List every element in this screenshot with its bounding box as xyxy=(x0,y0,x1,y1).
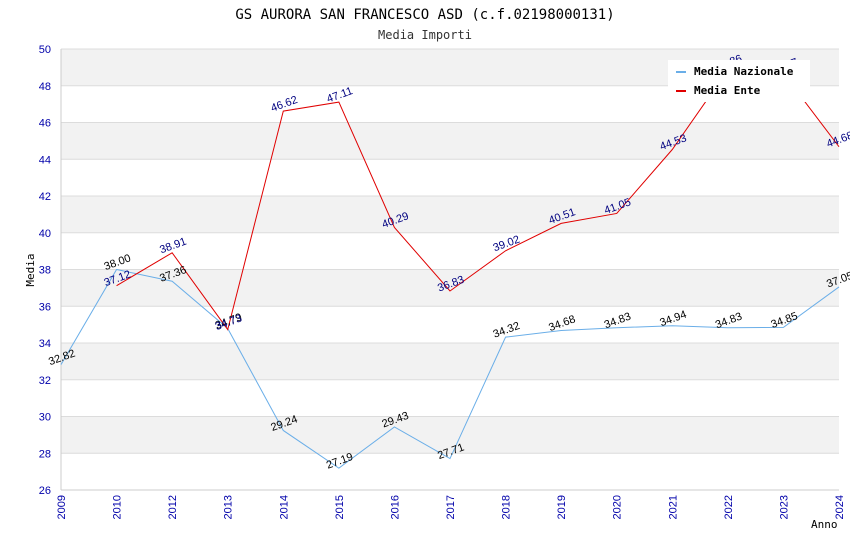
y-tick-label: 28 xyxy=(39,448,51,460)
grid-band xyxy=(61,159,839,196)
x-tick-label: 2023 xyxy=(778,495,790,519)
series-line xyxy=(60,268,840,469)
grid-band xyxy=(61,453,839,490)
y-tick-label: 42 xyxy=(39,191,51,203)
x-tick-label: 2010 xyxy=(112,495,124,519)
grid-band xyxy=(61,122,839,160)
x-tick-label: 2016 xyxy=(389,495,401,519)
legend: Media Nazionale Media Ente xyxy=(668,60,810,102)
x-tick-label: 2013 xyxy=(223,495,235,519)
grid-band xyxy=(61,343,839,380)
x-tick-label: 2012 xyxy=(167,495,179,519)
x-tick-label: 2024 xyxy=(834,495,846,519)
chart-title: GS AURORA SAN FRANCESCO ASD (c.f.0219800… xyxy=(235,7,614,23)
grid-band xyxy=(61,269,839,307)
x-axis-ticks: 2009 2010 2012 2013 2014 2015 2016 2017 2018 2019… xyxy=(56,495,846,519)
legend-box xyxy=(668,60,810,102)
x-tick-label: 2015 xyxy=(334,495,346,519)
grid-band xyxy=(61,232,839,270)
y-tick-label: 44 xyxy=(39,154,51,166)
x-tick-label: 2018 xyxy=(501,495,513,519)
y-tick-label: 38 xyxy=(39,265,51,277)
x-tick-label: 2021 xyxy=(667,495,679,519)
grid-band xyxy=(61,379,839,417)
y-tick-label: 32 xyxy=(39,375,51,387)
y-tick-label: 34 xyxy=(39,338,51,350)
legend-label: Media Nazionale xyxy=(694,65,794,78)
grid-bands xyxy=(61,49,839,490)
y-tick-label: 40 xyxy=(39,228,51,240)
x-axis-label: Anno xyxy=(811,518,838,531)
grid-band xyxy=(61,196,839,233)
y-tick-label: 36 xyxy=(39,301,51,313)
y-tick-label: 46 xyxy=(39,118,51,130)
y-axis-label: Media xyxy=(24,253,37,286)
legend-label: Media Ente xyxy=(694,84,761,97)
y-tick-label: 48 xyxy=(39,81,51,93)
x-tick-label: 2014 xyxy=(278,495,290,519)
x-tick-label: 2022 xyxy=(723,495,735,519)
x-tick-label: 2019 xyxy=(556,495,568,519)
grid-lines xyxy=(60,48,839,491)
grid-band xyxy=(61,306,839,343)
x-tick-label: 2017 xyxy=(445,495,457,519)
grid-band xyxy=(61,416,839,454)
y-tick-label: 50 xyxy=(39,44,51,56)
x-tick-label: 2020 xyxy=(612,495,624,519)
chart-subtitle: Media Importi xyxy=(378,28,472,42)
x-tick-label: 2009 xyxy=(56,495,68,519)
y-tick-label: 30 xyxy=(39,412,51,424)
y-tick-label: 26 xyxy=(39,485,51,497)
y-axis-ticks: 26 28 30 32 34 36 38 40 42 44 46 48 50 xyxy=(39,44,51,497)
